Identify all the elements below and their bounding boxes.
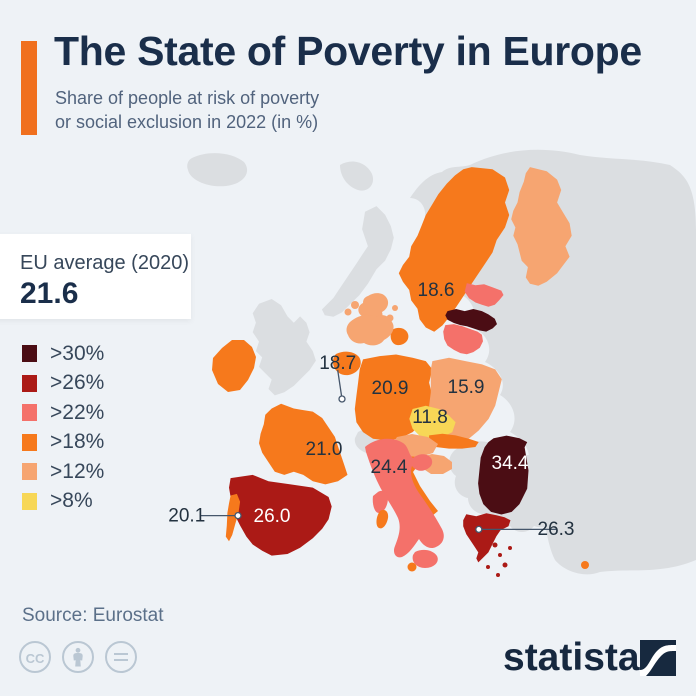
svg-text:21.0: 21.0 (306, 439, 343, 460)
svg-text:CC: CC (26, 651, 45, 666)
svg-text:18.7: 18.7 (319, 353, 356, 374)
svg-text:34.4: 34.4 (492, 453, 529, 474)
svg-text:26.3: 26.3 (538, 519, 575, 540)
svg-text:20.9: 20.9 (372, 378, 409, 399)
svg-text:20.1: 20.1 (168, 506, 205, 527)
svg-text:26.0: 26.0 (254, 506, 291, 527)
svg-text:24.4: 24.4 (371, 457, 408, 478)
svg-text:15.9: 15.9 (448, 377, 485, 398)
svg-text:18.6: 18.6 (418, 280, 455, 301)
svg-text:11.8: 11.8 (412, 407, 448, 428)
